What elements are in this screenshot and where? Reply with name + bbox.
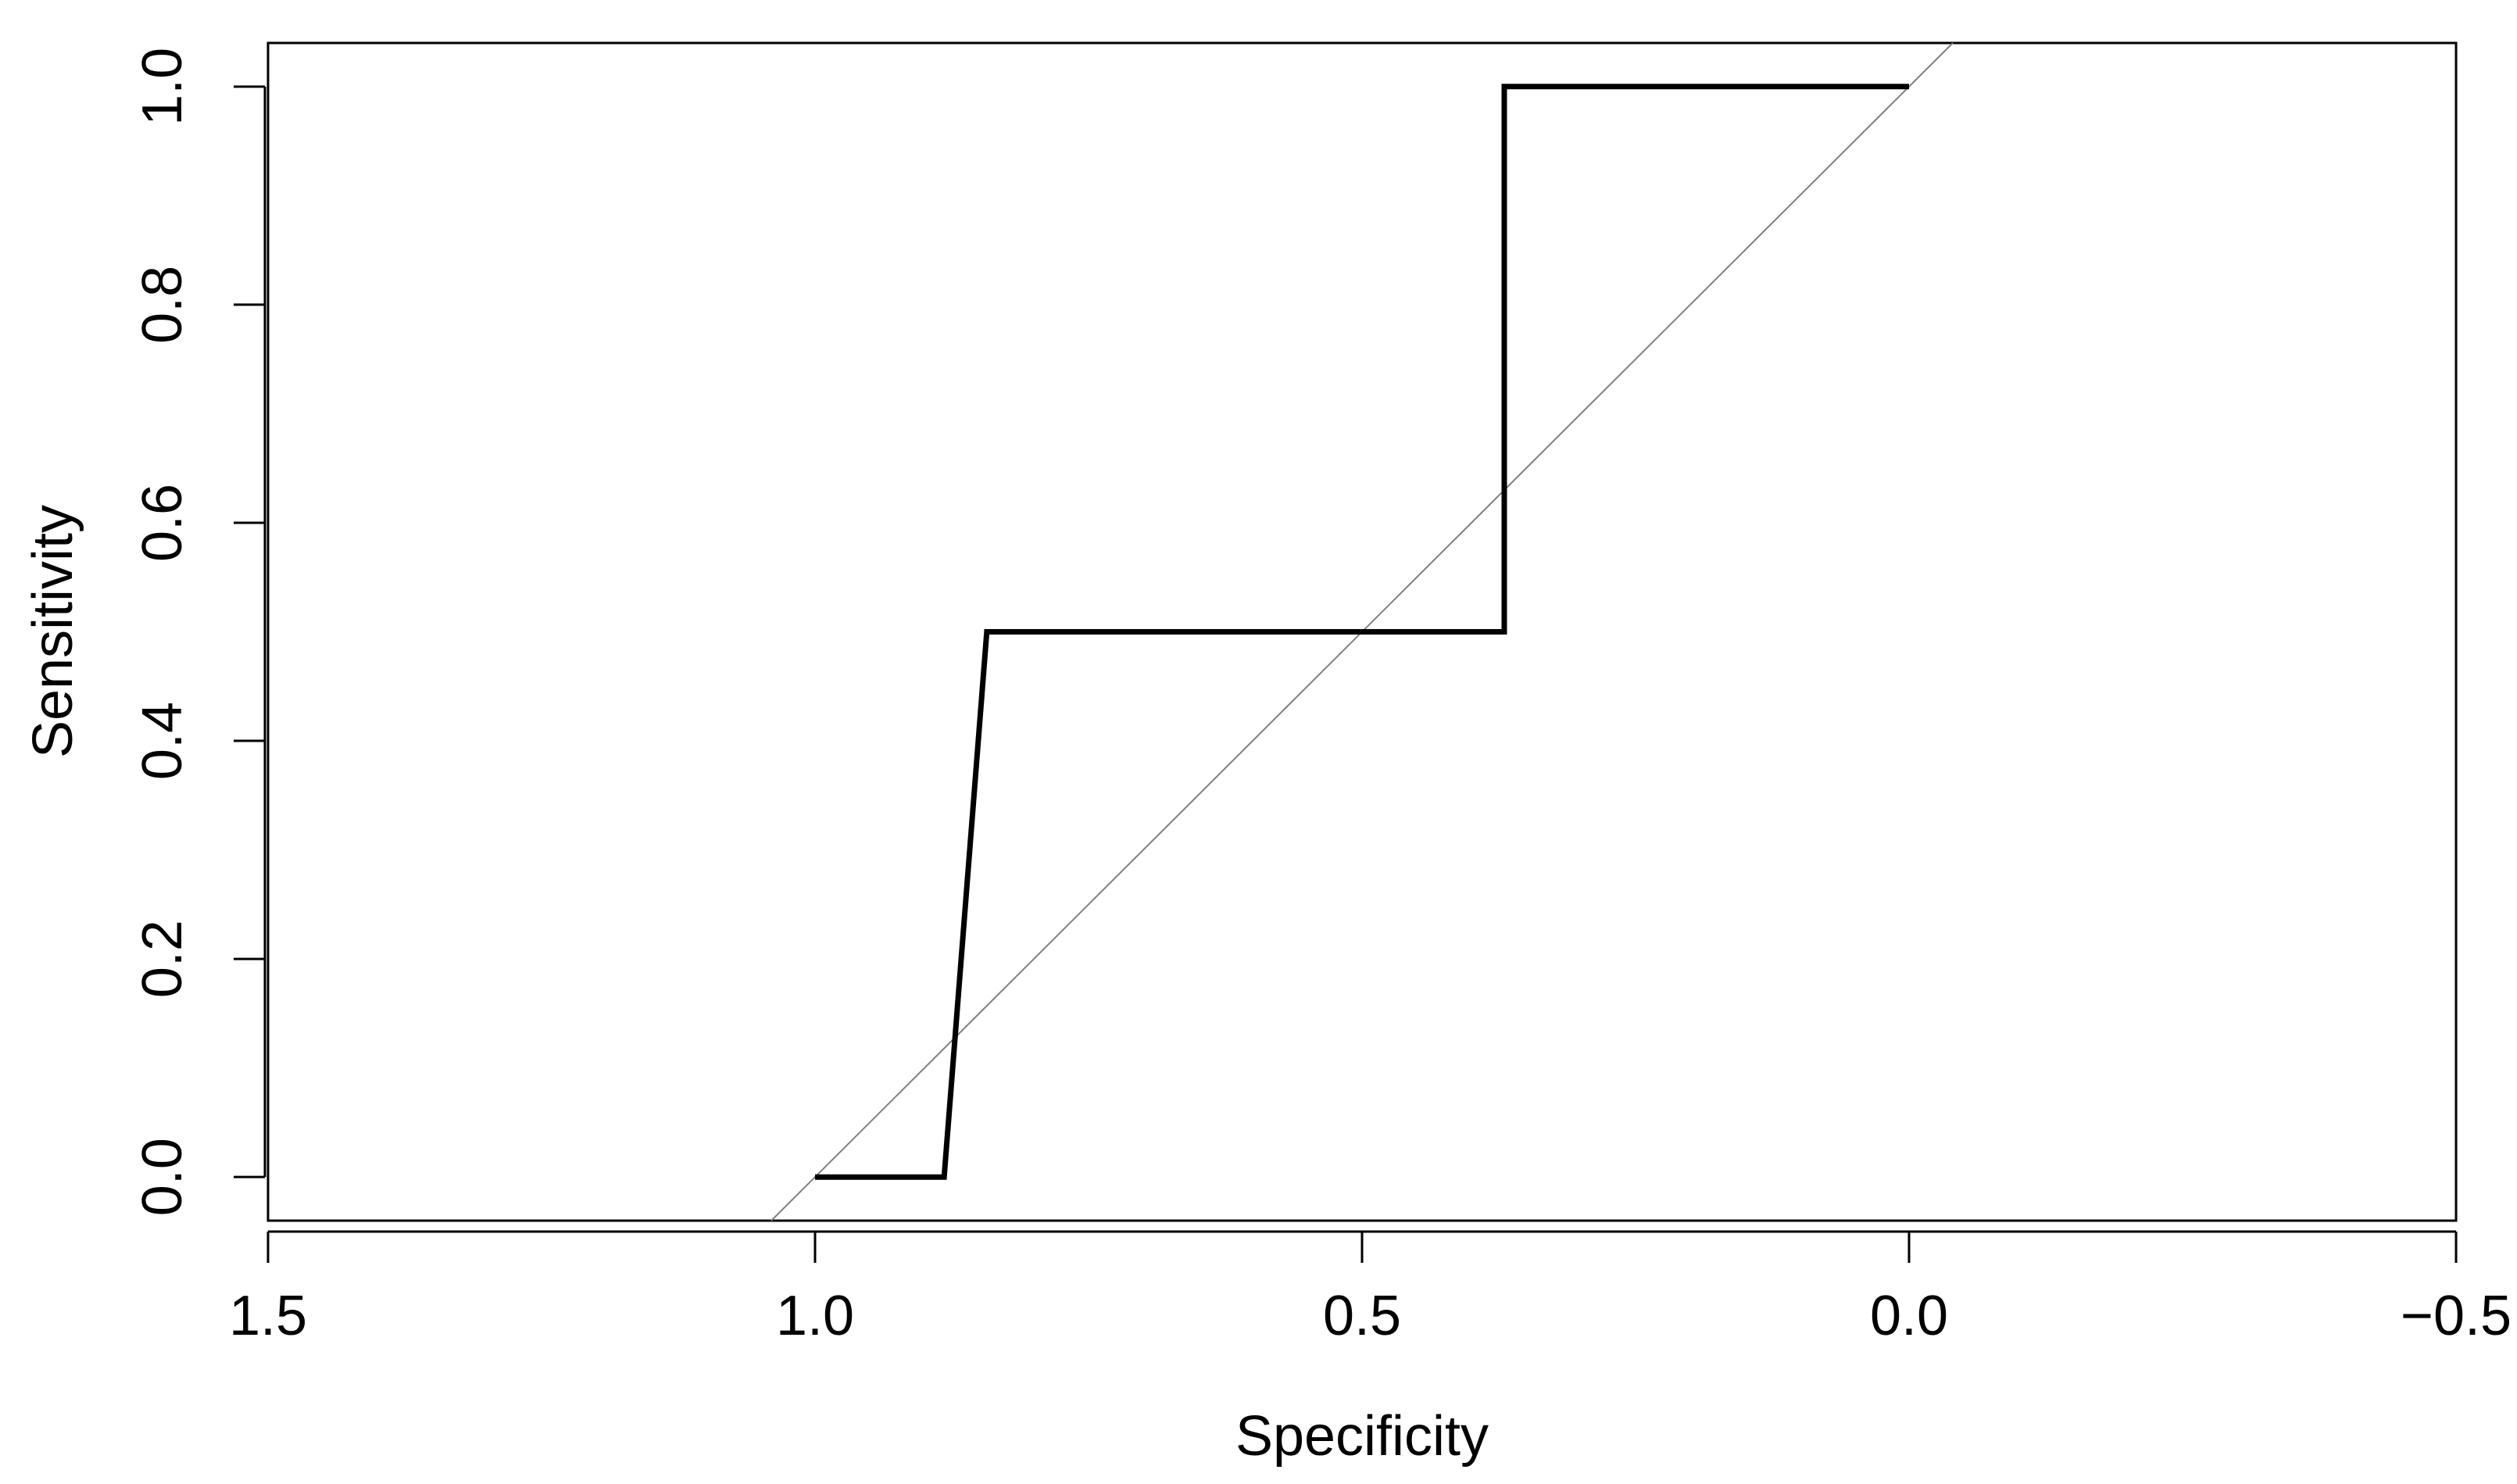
x-tick-label: 0.5 — [1323, 1285, 1401, 1347]
x-tick-label: 1.0 — [776, 1285, 854, 1347]
series-layer — [815, 84, 1909, 1180]
y-tick-label: 0.6 — [131, 484, 194, 562]
x-tick-label: 0.0 — [1870, 1285, 1948, 1347]
y-tick-label: 0.8 — [131, 266, 194, 344]
y-axis-label: Sensitivity — [22, 505, 84, 758]
roc-curve-line — [815, 84, 1909, 1180]
x-tick-label: −0.5 — [2401, 1285, 2512, 1347]
x-axis-label: Specificity — [1235, 1405, 1489, 1468]
x-axis: 1.5 1.0 0.5 0.0 −0.5 — [229, 1230, 2512, 1347]
y-axis: 0.0 0.2 0.4 0.6 0.8 1.0 — [131, 48, 266, 1216]
plot-area-frame — [266, 41, 2458, 1222]
y-tick-label: 1.0 — [131, 48, 194, 126]
x-tick-label: 1.5 — [229, 1285, 307, 1347]
y-tick-label: 0.2 — [131, 920, 194, 998]
y-tick-label: 0.4 — [131, 702, 194, 780]
y-tick-label: 0.0 — [131, 1138, 194, 1216]
